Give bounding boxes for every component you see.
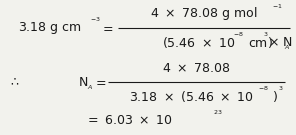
Text: $\therefore$: $\therefore$ — [8, 75, 20, 89]
Text: $4\ \times\ 78.08$: $4\ \times\ 78.08$ — [162, 62, 231, 75]
Text: $\mathrm{cm})$: $\mathrm{cm})$ — [248, 35, 273, 50]
Text: $^{-1}$: $^{-1}$ — [272, 4, 283, 13]
Text: $\times\ \mathrm{N}$: $\times\ \mathrm{N}$ — [268, 36, 293, 48]
Text: $=\ 6.03\ \times\ 10$: $=\ 6.03\ \times\ 10$ — [85, 114, 173, 126]
Text: $4\ \times\ 78.08\ \mathrm{g\ mol}$: $4\ \times\ 78.08\ \mathrm{g\ mol}$ — [150, 6, 258, 23]
Text: $^{23}$: $^{23}$ — [213, 109, 223, 119]
Text: $)$: $)$ — [272, 89, 278, 104]
Text: $=$: $=$ — [100, 21, 114, 35]
Text: $=$: $=$ — [93, 75, 107, 89]
Text: $^{-8}$: $^{-8}$ — [233, 31, 244, 40]
Text: $^{-8}$: $^{-8}$ — [258, 85, 269, 94]
Text: $_{A}$: $_{A}$ — [87, 82, 93, 92]
Text: $^{-3}$: $^{-3}$ — [90, 16, 101, 26]
Text: $\mathrm{N}$: $\mathrm{N}$ — [78, 75, 88, 89]
Text: $3.18\ \mathrm{g\ cm}$: $3.18\ \mathrm{g\ cm}$ — [18, 20, 82, 36]
Text: $3.18\ \times\ (5.46\ \times\ 10$: $3.18\ \times\ (5.46\ \times\ 10$ — [129, 89, 254, 104]
Text: $^{3}$: $^{3}$ — [263, 31, 268, 40]
Text: $(5.46\ \times\ 10$: $(5.46\ \times\ 10$ — [163, 35, 236, 50]
Text: $_{A}$: $_{A}$ — [284, 43, 290, 51]
Text: $^{3}$: $^{3}$ — [278, 85, 284, 94]
